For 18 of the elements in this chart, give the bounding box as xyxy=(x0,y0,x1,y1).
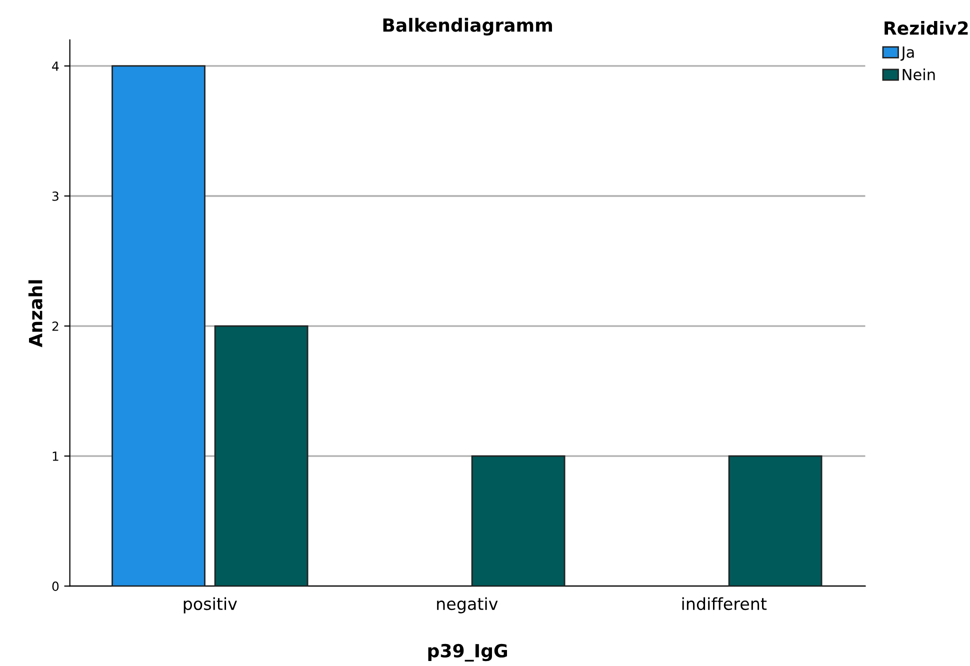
bar xyxy=(214,325,308,586)
y-tick-label: 3 xyxy=(52,191,58,201)
x-axis-title: p39_IgG xyxy=(428,644,507,662)
y-tick-label: 0 xyxy=(52,582,59,592)
y-tick-label: 1 xyxy=(52,452,58,461)
legend-title: Rezidiv2 xyxy=(884,20,968,35)
y-tick-label: 4 xyxy=(52,62,59,71)
legend-label: Ja xyxy=(900,46,914,61)
chart-title: Balkendiagramm xyxy=(383,18,552,36)
x-tick-label: negativ xyxy=(437,597,498,614)
bar xyxy=(728,455,822,586)
bar xyxy=(112,65,206,586)
x-tick-label: indifferent xyxy=(682,597,767,610)
legend-label: Nein xyxy=(902,68,935,80)
bar xyxy=(471,455,566,586)
x-tick-label: positiv xyxy=(184,597,237,614)
y-tick-label: 2 xyxy=(52,321,58,331)
y-axis-title: Anzahl xyxy=(28,280,42,348)
